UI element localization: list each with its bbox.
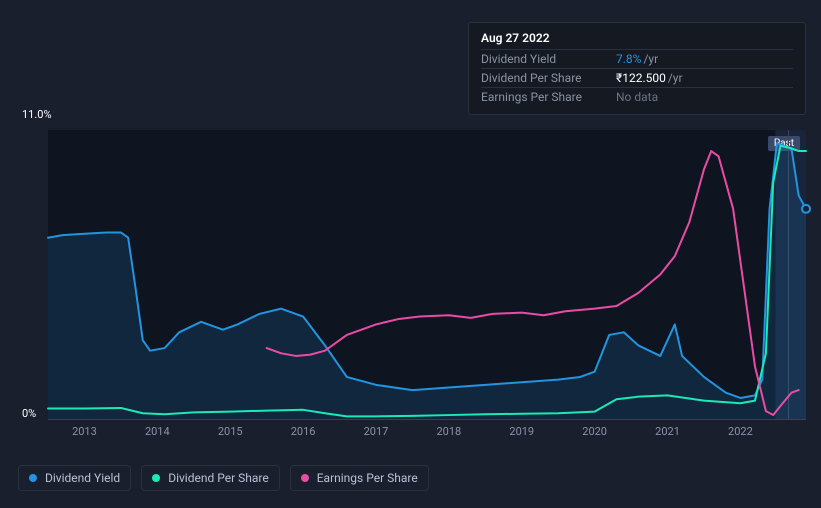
tooltip-value: ₹122.500 bbox=[616, 71, 666, 85]
legend-item-dividend-per-share[interactable]: Dividend Per Share bbox=[141, 465, 280, 491]
x-tick: 2016 bbox=[291, 425, 316, 438]
tooltip-label: Dividend Yield bbox=[481, 52, 616, 66]
plot-area[interactable]: Past bbox=[48, 130, 806, 420]
tooltip-suffix: /yr bbox=[643, 52, 658, 66]
chart[interactable]: 11.0% 0% Past 20132014201520162017201820… bbox=[18, 100, 818, 455]
legend-dot-icon bbox=[29, 474, 37, 482]
tooltip-suffix: /yr bbox=[668, 71, 683, 85]
x-tick: 2019 bbox=[509, 425, 534, 438]
legend-dot-icon bbox=[152, 474, 160, 482]
x-axis: 2013 2014 2015 2016 2017 2018 2019 2020 2021 2022 bbox=[48, 425, 806, 445]
legend-label: Earnings Per Share bbox=[317, 471, 418, 485]
y-axis-max: 11.0% bbox=[22, 108, 52, 121]
legend-dot-icon bbox=[301, 474, 309, 482]
chart-svg bbox=[48, 130, 806, 419]
legend-item-dividend-yield[interactable]: Dividend Yield bbox=[18, 465, 131, 491]
x-tick: 2020 bbox=[582, 425, 607, 438]
tooltip-value: 7.8% bbox=[616, 52, 641, 66]
x-tick: 2018 bbox=[436, 425, 461, 438]
legend-item-earnings-per-share[interactable]: Earnings Per Share bbox=[290, 465, 429, 491]
x-tick: 2017 bbox=[364, 425, 389, 438]
legend: Dividend Yield Dividend Per Share Earnin… bbox=[18, 465, 429, 491]
tooltip-row: Dividend Yield 7.8% /yr bbox=[481, 49, 793, 68]
tooltip-date: Aug 27 2022 bbox=[481, 31, 793, 49]
x-tick: 2015 bbox=[218, 425, 243, 438]
x-tick: 2022 bbox=[728, 425, 753, 438]
y-axis-min: 0% bbox=[22, 407, 36, 420]
legend-label: Dividend Yield bbox=[45, 471, 120, 485]
legend-label: Dividend Per Share bbox=[168, 471, 269, 485]
tooltip-label: Dividend Per Share bbox=[481, 71, 616, 85]
x-tick: 2014 bbox=[145, 425, 170, 438]
tooltip-row: Dividend Per Share ₹122.500 /yr bbox=[481, 68, 793, 87]
x-tick: 2021 bbox=[655, 425, 680, 438]
x-tick: 2013 bbox=[72, 425, 97, 438]
